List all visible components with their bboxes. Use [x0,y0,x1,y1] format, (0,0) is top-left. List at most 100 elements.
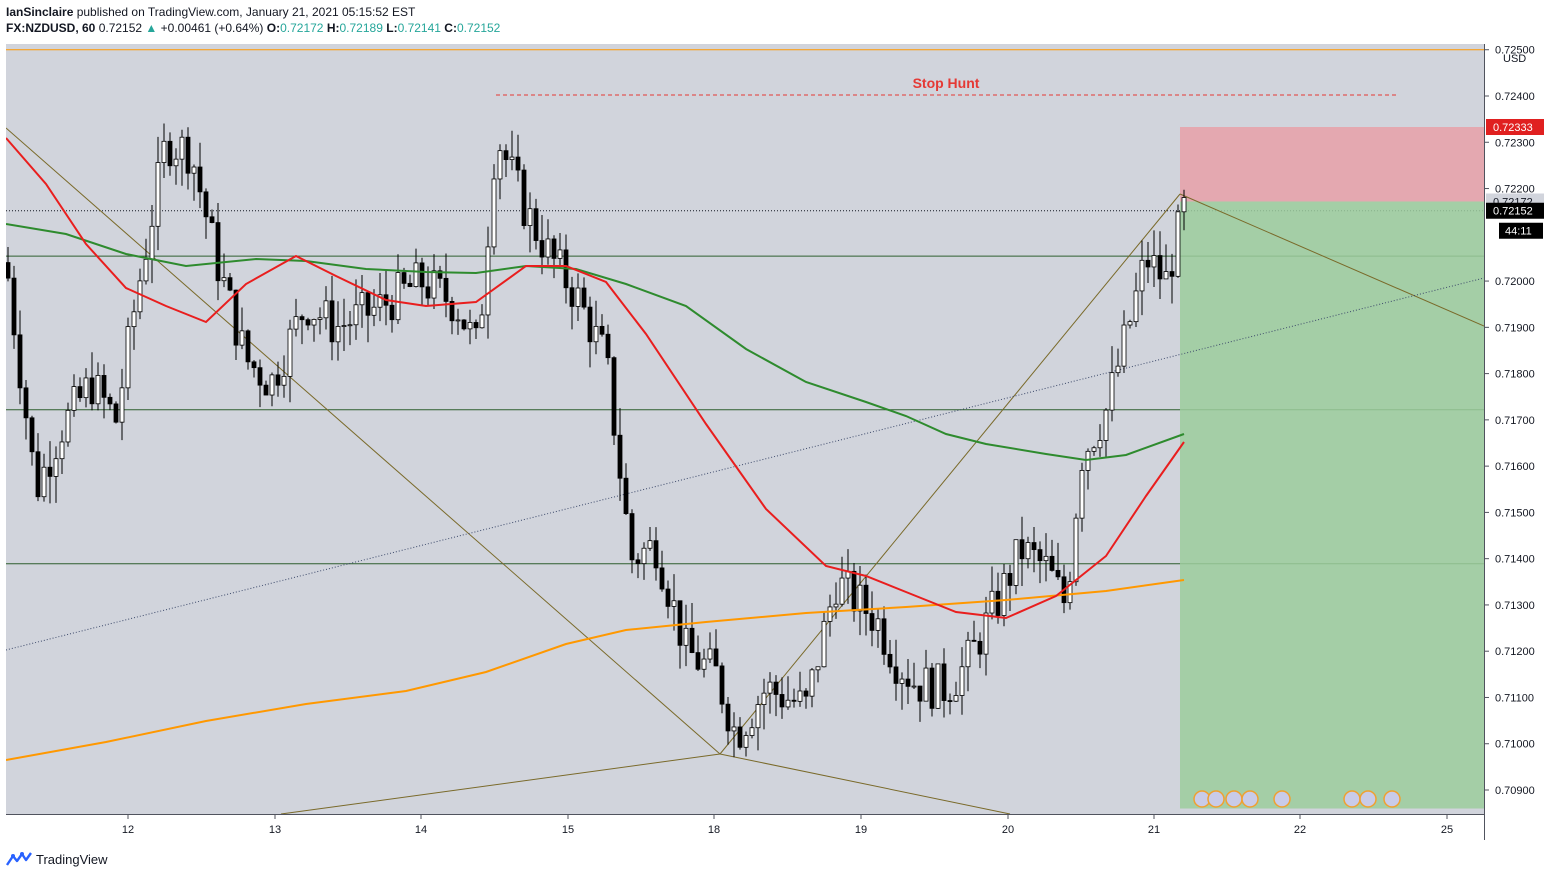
candle [1043,533,1049,582]
candle [461,319,467,331]
y-tick-label: 0.72400 [1495,91,1535,103]
candle [1073,513,1079,586]
candle [671,574,677,631]
candle [941,648,947,718]
candle-body [161,140,167,163]
candle [1019,516,1025,587]
stop-loss-zone [1180,126,1484,202]
candle [785,676,791,710]
candle [77,377,83,402]
candle-body [443,277,449,302]
candle-body [197,166,203,193]
candle [83,368,89,408]
ema-mid-line [5,223,1185,462]
candle [575,273,581,322]
candle [59,430,65,474]
candle-body [1133,290,1139,323]
candle [587,296,593,368]
candle [581,277,587,310]
candle [635,553,641,579]
candle-body [665,588,671,607]
candle [329,275,335,361]
candle-body [155,162,161,227]
price-change: +0.00461 (+0.64%) [160,21,264,35]
candle-body [77,386,83,399]
candle-body [815,666,821,671]
candle-body [23,387,29,419]
candle [665,580,671,619]
candle [1103,407,1109,458]
candle-body [1127,321,1133,326]
candle-body [911,685,917,688]
candle-body [215,222,221,282]
candle-body [299,316,305,321]
x-tick-label: 21 [1148,824,1160,836]
candle-body [1031,542,1037,551]
price-axis[interactable]: 0.72500 0.72400 0.72300 0.72200 0.72000 0.719… [1484,44,1545,840]
publish-info: IanSinclaire published on TradingView.co… [6,4,415,20]
candle-body [491,178,497,248]
candle-body [791,699,797,702]
candle [527,192,533,253]
candle-body [95,375,101,405]
candle [119,368,125,441]
candle [701,648,707,678]
candle-body [407,282,413,287]
x-tick-label: 20 [1002,824,1014,836]
candle [383,270,389,326]
tradingview-icon [6,852,32,866]
candle-body [203,191,209,218]
candle-body [875,618,881,631]
dotted-trend-line [5,277,1485,651]
candle-body [209,216,215,223]
candle-body [785,699,791,708]
candle-body [293,316,299,330]
candle-body [737,726,743,748]
candle [983,596,989,676]
candle [323,286,329,330]
candle [719,662,725,714]
candle [1157,231,1163,300]
candle-body [935,663,941,709]
candle [743,731,749,757]
candle [515,134,521,182]
candle [1181,189,1187,231]
candle [491,164,497,255]
candle-body [941,663,947,701]
candle-body [725,703,731,732]
candle [467,309,473,345]
candle [23,379,29,440]
candle [1037,541,1043,584]
time-axis[interactable]: 12 13 14 15 18 19 20 21 22 25 [6,814,1484,841]
candle-body [359,292,365,306]
trend-line [719,193,1181,755]
candle [395,254,401,324]
candle [305,317,311,331]
candle [647,527,653,551]
candle [413,248,419,288]
last-price: 0.72152 [98,21,143,35]
candle-body [965,639,971,668]
candle-body [29,417,35,453]
candle [773,675,779,717]
x-tick-label: 18 [708,824,720,836]
candle [203,188,209,239]
candle [815,666,821,683]
candle [221,253,227,288]
low-value: 0.72141 [397,21,441,35]
tradingview-logo[interactable]: TradingView [6,851,108,867]
candle-body [851,570,857,612]
x-tick-label: 13 [269,824,281,836]
candle [761,678,767,730]
candle [71,374,77,417]
candle-body [995,590,1001,616]
candle [917,685,923,722]
candle [125,317,131,401]
countdown-bg [1499,222,1543,239]
price-chart[interactable]: Stop Hunt [5,44,1485,815]
candle [35,433,41,502]
author-name[interactable]: IanSinclaire [6,5,74,19]
symbol-name[interactable]: FX:NZDUSD, 60 [6,21,96,35]
candle-body [89,377,95,405]
chart-pane[interactable]: Stop Hunt [5,44,1485,815]
